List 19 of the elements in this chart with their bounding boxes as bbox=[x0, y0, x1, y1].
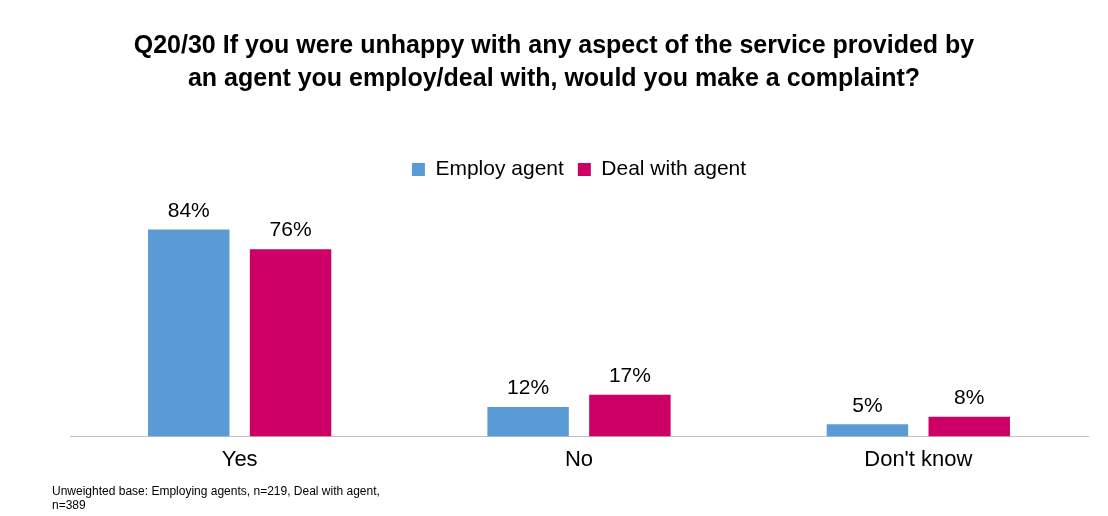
data-label: 17% bbox=[608, 362, 651, 386]
data-label: 84% bbox=[167, 197, 210, 221]
x-tick-label: Don't know bbox=[864, 445, 973, 471]
text: Unweighted base: Employing agents, n=219, Deal with agent, n=389 bbox=[52, 484, 381, 512]
legend-label: Deal with agent bbox=[601, 156, 747, 180]
legend-label: Employ agent bbox=[435, 156, 564, 180]
data-label: 12% bbox=[507, 375, 550, 399]
data-label: 5% bbox=[852, 392, 883, 416]
bar bbox=[148, 229, 230, 437]
bar bbox=[826, 424, 909, 437]
chart-title: Q20/30 If you were unhappy with any aspect of the service provided by an agent you employ/deal with, would you make a complaint? bbox=[132, 29, 976, 93]
x-tick-label: No bbox=[564, 445, 594, 471]
bar bbox=[589, 394, 671, 437]
x-tick-label: Yes bbox=[221, 445, 258, 471]
bar bbox=[249, 249, 332, 437]
data-label: 76% bbox=[269, 217, 312, 241]
data-label: 8% bbox=[954, 385, 985, 409]
bar bbox=[928, 416, 1010, 437]
bar bbox=[487, 407, 569, 437]
